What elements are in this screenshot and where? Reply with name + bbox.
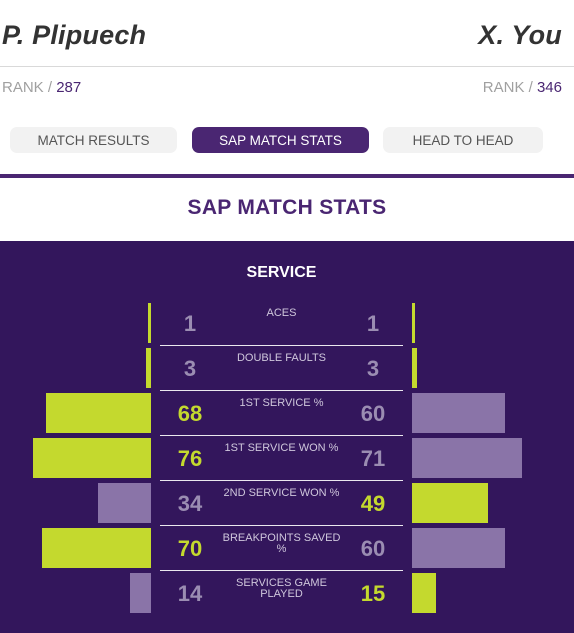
right-bar: [412, 573, 436, 613]
left-value: 14: [177, 581, 203, 606]
right-value: 3: [366, 356, 380, 381]
stat-row-second-service-won: 34 2ND SERVICE WON % 49: [0, 481, 574, 526]
right-value: 60: [360, 536, 386, 561]
right-value: 1: [366, 311, 380, 336]
stat-row-first-service-won: 76 1ST SERVICE WON % 71: [0, 436, 574, 481]
right-value: 15: [360, 581, 386, 606]
rank-left: RANK / 287: [2, 79, 81, 96]
service-heading: SERVICE: [246, 264, 317, 281]
stat-row-first-service: 68 1ST SERVICE % 60: [0, 391, 574, 436]
stat-label: SERVICES GAME PLAYED: [236, 577, 327, 600]
tab-match-results[interactable]: MATCH RESULTS: [10, 127, 177, 153]
right-bar: [412, 483, 488, 523]
rank-right: RANK / 346: [483, 79, 562, 96]
row-divider: [160, 480, 403, 481]
right-value: 71: [360, 446, 386, 471]
left-value: 1: [183, 311, 197, 336]
left-bar: [42, 528, 151, 568]
row-divider: [160, 525, 403, 526]
section-divider: [0, 174, 574, 178]
right-bar: [412, 303, 415, 343]
right-bar: [412, 438, 522, 478]
left-value: 70: [177, 536, 203, 561]
left-bar: [33, 438, 151, 478]
left-value: 68: [177, 401, 203, 426]
rank-label-left: RANK /: [2, 79, 57, 96]
stat-label: 1ST SERVICE WON %: [224, 442, 339, 454]
stat-label: DOUBLE FAULTS: [236, 352, 327, 364]
left-bar: [98, 483, 151, 523]
row-divider: [160, 390, 403, 391]
stat-row-breakpoints-saved: 70 BREAKPOINTS SAVED % 60: [0, 526, 574, 571]
left-value: 3: [183, 356, 197, 381]
right-bar: [412, 393, 505, 433]
row-divider: [160, 345, 403, 346]
stat-row-aces: 1 ACES 1: [0, 301, 574, 346]
right-value: 49: [360, 491, 386, 516]
player-name-right[interactable]: X. You: [478, 20, 562, 50]
rank-value-right: 346: [536, 79, 562, 96]
left-value: 76: [177, 446, 203, 471]
left-bar: [130, 573, 151, 613]
left-bar: [146, 348, 151, 388]
stat-row-service-games-played: 14 SERVICES GAME PLAYED 15: [0, 571, 574, 616]
player-name-left[interactable]: P. Plipuech: [2, 20, 147, 50]
right-bar: [412, 348, 417, 388]
stat-label: 2ND SERVICE WON %: [223, 487, 340, 499]
right-bar: [412, 528, 505, 568]
right-value: 60: [360, 401, 386, 426]
stat-label: ACES: [266, 307, 297, 319]
row-divider: [160, 435, 403, 436]
section-title: SAP MATCH STATS: [187, 196, 387, 219]
left-bar: [148, 303, 151, 343]
left-value: 34: [177, 491, 203, 516]
left-bar: [46, 393, 151, 433]
player-header: P. Plipuech X. You: [0, 0, 574, 67]
tab-sap-match-stats[interactable]: SAP MATCH STATS: [192, 127, 369, 153]
rank-label-right: RANK /: [482, 79, 537, 96]
row-divider: [160, 570, 403, 571]
stat-label: 1ST SERVICE %: [239, 397, 324, 409]
stat-label: BREAKPOINTS SAVED %: [222, 532, 341, 555]
rank-value-left: 287: [56, 79, 82, 96]
service-stats-panel: SERVICE 1 ACES 1 3 DOUBLE FAULTS 3 68 1S…: [0, 241, 574, 633]
tab-head-to-head[interactable]: HEAD TO HEAD: [383, 127, 543, 153]
stat-row-double-faults: 3 DOUBLE FAULTS 3: [0, 346, 574, 391]
